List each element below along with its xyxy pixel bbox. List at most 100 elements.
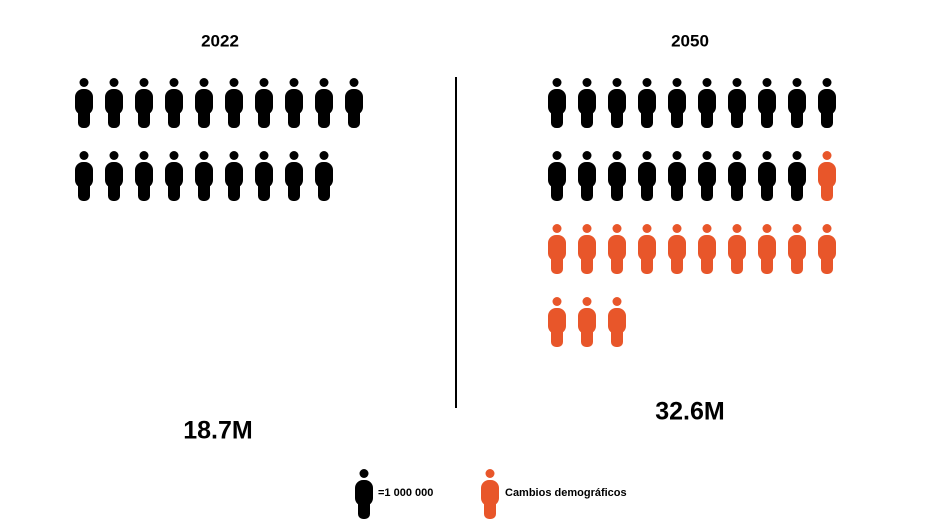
icon-head xyxy=(672,151,682,160)
person-icon xyxy=(578,297,596,347)
icon-legs xyxy=(611,106,623,128)
icon-head xyxy=(485,469,495,478)
icon-legs xyxy=(671,106,683,128)
person-icon xyxy=(638,78,656,128)
person-icon xyxy=(315,151,333,201)
icon-head xyxy=(822,78,832,87)
icon-legs xyxy=(288,179,300,201)
icon-head xyxy=(289,78,299,87)
icon-legs xyxy=(731,179,743,201)
person-icon xyxy=(758,224,776,274)
legend-label: Cambios demográficos xyxy=(505,487,627,499)
icon-legs xyxy=(581,252,593,274)
icon-legs xyxy=(581,179,593,201)
icon-legs xyxy=(168,179,180,201)
icon-legs xyxy=(581,325,593,347)
person-icon xyxy=(225,151,243,201)
person-icon xyxy=(788,78,806,128)
icon-legs xyxy=(258,179,270,201)
icon-legs xyxy=(671,252,683,274)
icon-head xyxy=(199,151,209,160)
person-icon xyxy=(818,78,836,128)
icon-head xyxy=(259,151,269,160)
icon-legs xyxy=(228,106,240,128)
icon-head xyxy=(319,78,329,87)
icon-head xyxy=(612,78,622,87)
person-icon xyxy=(668,151,686,201)
icon-head xyxy=(612,297,622,306)
person-icon xyxy=(548,297,566,347)
icon-head xyxy=(552,151,562,160)
person-icon xyxy=(548,78,566,128)
icon-legs xyxy=(78,106,90,128)
icon-legs xyxy=(551,106,563,128)
person-icon xyxy=(668,78,686,128)
person-icon xyxy=(578,151,596,201)
icon-head xyxy=(109,78,119,87)
icon-head xyxy=(642,151,652,160)
person-icon xyxy=(608,224,626,274)
icon-legs xyxy=(318,106,330,128)
icon-legs xyxy=(138,106,150,128)
person-icon xyxy=(195,151,213,201)
icon-legs xyxy=(641,179,653,201)
person-icon xyxy=(165,151,183,201)
icon-head xyxy=(552,297,562,306)
icon-legs xyxy=(701,252,713,274)
icon-head xyxy=(199,78,209,87)
person-icon xyxy=(225,78,243,128)
icon-head xyxy=(349,78,359,87)
person-icon xyxy=(758,78,776,128)
person-icon xyxy=(698,151,716,201)
person-icon xyxy=(728,151,746,201)
person-icon xyxy=(195,78,213,128)
icon-legs xyxy=(108,106,120,128)
icon-legs xyxy=(258,106,270,128)
icon-head xyxy=(582,297,592,306)
person-icon xyxy=(75,78,93,128)
icon-head xyxy=(762,151,772,160)
icon-head xyxy=(732,224,742,233)
panel-title: 2022 xyxy=(201,31,239,50)
panel-total: 18.7M xyxy=(183,417,252,445)
person-icon xyxy=(165,78,183,128)
icon-head xyxy=(552,224,562,233)
icon-head xyxy=(582,224,592,233)
icon-head xyxy=(229,151,239,160)
panel-title: 2050 xyxy=(671,31,709,50)
icon-legs xyxy=(198,179,210,201)
icon-head xyxy=(582,151,592,160)
person-icon xyxy=(698,78,716,128)
icon-legs xyxy=(484,497,496,519)
person-icon xyxy=(105,151,123,201)
icon-legs xyxy=(198,106,210,128)
icon-legs xyxy=(821,106,833,128)
icon-head xyxy=(259,78,269,87)
icon-legs xyxy=(761,252,773,274)
person-icon xyxy=(548,151,566,201)
icon-head xyxy=(702,78,712,87)
icon-head xyxy=(672,224,682,233)
person-icon xyxy=(638,224,656,274)
icon-legs xyxy=(108,179,120,201)
icon-legs xyxy=(761,179,773,201)
icon-legs xyxy=(641,106,653,128)
person-icon xyxy=(638,151,656,201)
person-icon xyxy=(548,224,566,274)
icon-head xyxy=(792,224,802,233)
icon-legs xyxy=(348,106,360,128)
icon-head xyxy=(702,151,712,160)
person-icon xyxy=(105,78,123,128)
icon-head xyxy=(612,151,622,160)
icon-head xyxy=(612,224,622,233)
icon-legs xyxy=(701,179,713,201)
icon-legs xyxy=(228,179,240,201)
person-icon xyxy=(728,78,746,128)
icon-head xyxy=(792,151,802,160)
icon-legs xyxy=(821,179,833,201)
icon-legs xyxy=(168,106,180,128)
icon-head xyxy=(642,78,652,87)
icon-legs xyxy=(641,252,653,274)
person-icon xyxy=(285,78,303,128)
icon-head xyxy=(319,151,329,160)
